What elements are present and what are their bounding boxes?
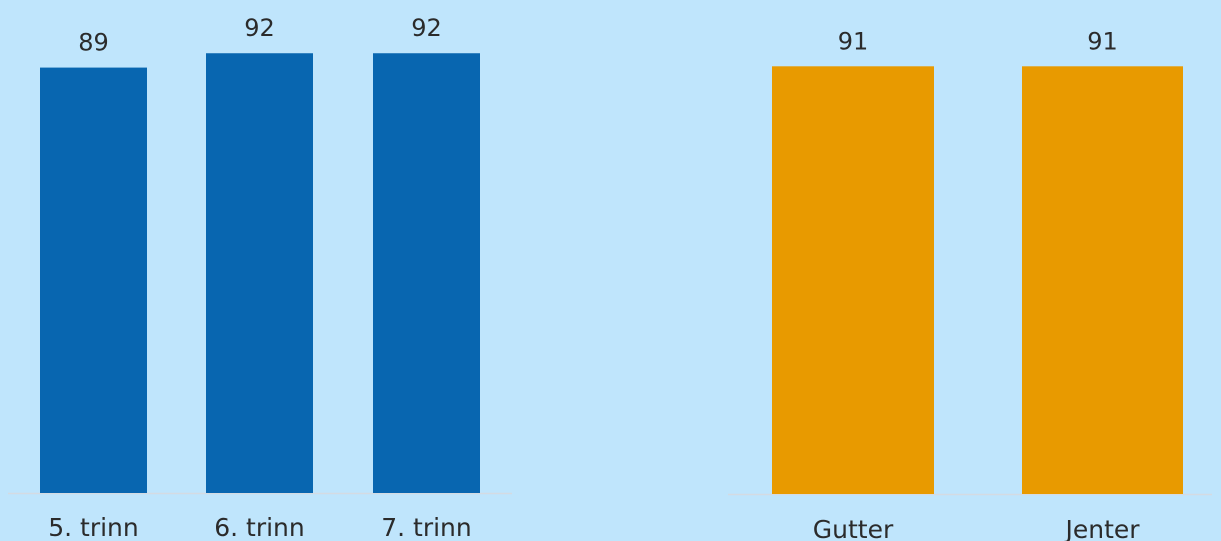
data-label-jenter: 91	[1087, 27, 1118, 55]
category-label-5-trinn: 5. trinn	[48, 513, 139, 541]
data-label-gutter: 91	[838, 27, 869, 55]
category-label-jenter: Jenter	[1063, 515, 1140, 541]
gender-bar-chart: 91 Gutter 91 Jenter	[728, 27, 1212, 541]
bar-5-trinn	[40, 67, 147, 493]
category-label-7-trinn: 7. trinn	[381, 513, 472, 541]
bar-7-trinn	[373, 53, 480, 494]
bar-jenter	[1022, 66, 1183, 495]
bar-6-trinn	[206, 53, 313, 494]
category-label-6-trinn: 6. trinn	[214, 513, 305, 541]
data-label-6-trinn: 92	[244, 14, 275, 42]
data-label-5-trinn: 89	[78, 29, 109, 57]
bar-gutter	[772, 66, 934, 495]
data-label-7-trinn: 92	[411, 14, 442, 42]
grade-bar-chart: 89 5. trinn 92 6. trinn 92 7. trinn	[8, 14, 512, 541]
category-label-gutter: Gutter	[813, 515, 894, 541]
